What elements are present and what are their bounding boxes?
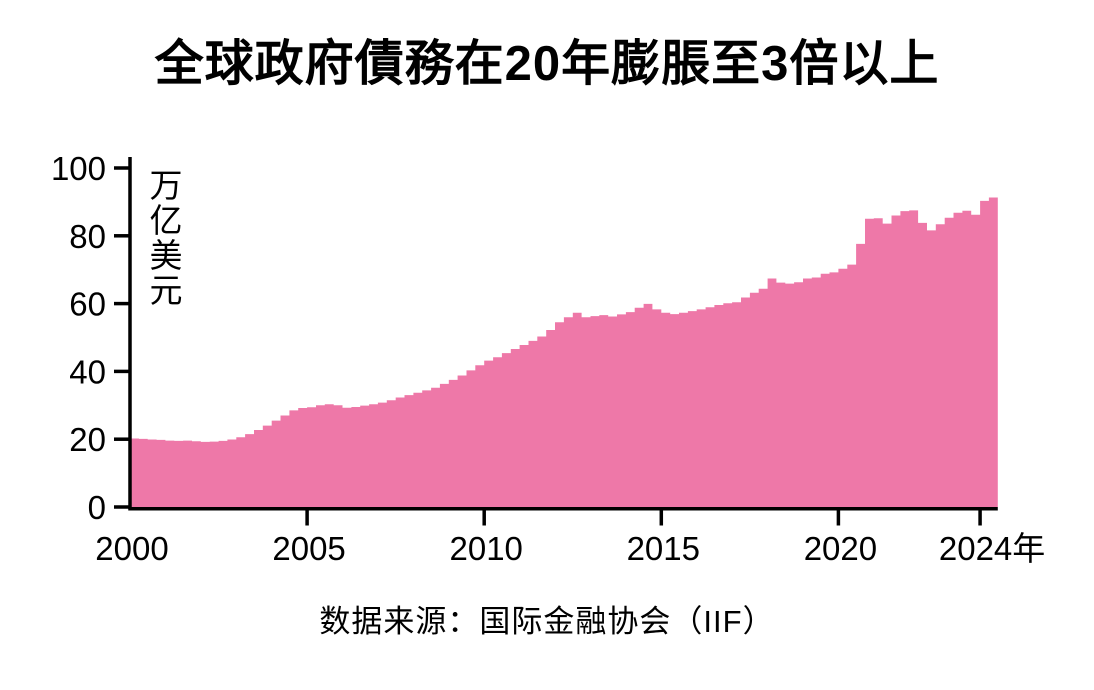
y-tick-label: 20 xyxy=(69,421,106,458)
x-tick-label: 2010 xyxy=(449,530,522,567)
y-axis-unit-char: 亿 xyxy=(150,202,183,239)
y-axis-unit-char: 万 xyxy=(150,167,183,204)
y-tick-label: 40 xyxy=(69,353,106,390)
y-tick-label: 60 xyxy=(69,286,106,323)
chart-title: 全球政府債務在20年膨脹至3倍以上 xyxy=(154,37,940,91)
y-axis-unit-char: 元 xyxy=(150,272,183,309)
debt-area-series xyxy=(130,197,998,507)
y-tick-label: 80 xyxy=(69,218,106,255)
x-tick-label: 2015 xyxy=(627,530,700,567)
data-source-caption: 数据来源：国际金融协会（IIF） xyxy=(319,604,775,639)
x-tick-label: 2024年 xyxy=(939,530,1045,567)
x-tick-label: 2020 xyxy=(804,530,877,567)
y-tick-label: 100 xyxy=(51,150,106,187)
y-tick-label: 0 xyxy=(88,489,106,526)
x-tick-label: 2005 xyxy=(272,530,345,567)
y-axis-unit-char: 美 xyxy=(150,237,183,274)
x-tick-label: 2000 xyxy=(95,530,168,567)
